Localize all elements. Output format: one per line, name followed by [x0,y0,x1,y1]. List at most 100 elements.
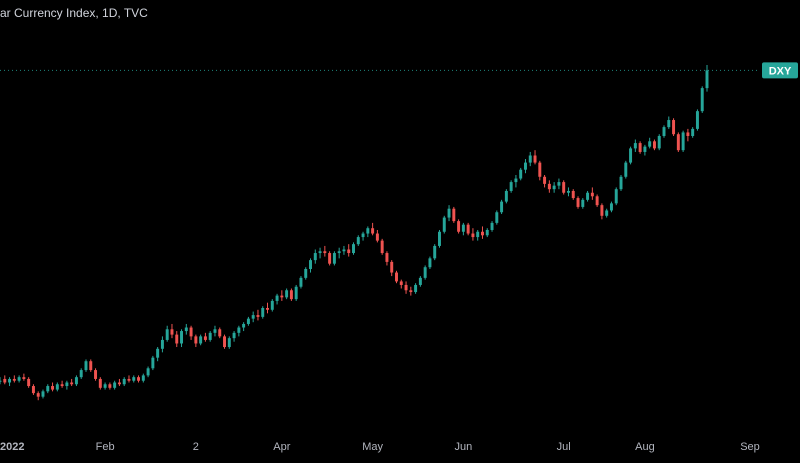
candle-body [132,377,136,381]
candle [309,258,312,273]
candle-body [395,272,398,282]
candle [251,311,255,323]
candle [41,389,45,399]
candle [495,210,499,225]
candle [648,137,652,149]
candle-body [457,221,461,232]
chart-title: ar Currency Index, 1D, TVC [0,6,148,20]
candle-body [409,290,413,293]
candle [318,247,322,259]
candle [581,198,585,209]
candle-body [523,162,527,170]
candle [89,359,93,372]
candle [566,187,570,197]
candle [218,327,222,339]
candle [471,228,475,241]
candle [223,334,227,349]
x-axis: 2022Feb2AprMayJunJulAugSepOct [0,441,760,453]
candle [423,265,427,280]
candle-body [41,391,45,397]
candle-body [137,377,141,381]
candle-body [371,228,375,234]
candle [117,378,121,387]
candle [189,325,193,340]
candle [304,267,308,280]
candle [375,229,379,243]
candle-body [74,377,78,385]
candle [328,251,332,266]
candle-body [471,233,475,238]
candle [371,222,375,236]
candle [509,180,513,193]
candle-body [662,127,666,136]
candle-body [705,70,709,89]
candle-body [237,327,241,333]
candle [361,231,365,241]
candle [180,329,184,348]
candle [638,141,642,154]
candle-body [414,284,418,293]
candle [547,180,551,193]
candle-body [79,370,83,378]
candle [672,118,676,136]
candle [447,205,451,222]
candle-body [199,336,203,344]
candle-body [146,368,150,376]
candle [705,65,709,92]
candle [552,182,556,193]
candle [667,116,671,129]
candle [629,146,633,165]
candle [313,249,317,264]
candle [442,215,446,234]
candle-body [476,231,480,238]
candle-body [519,169,523,179]
candle-body [12,378,16,381]
candle [294,284,298,301]
candle [127,375,131,383]
candle-body [232,332,236,339]
candle-body [385,253,389,262]
candle [404,281,408,294]
candle [98,377,102,390]
candle-body [509,182,513,191]
candle [237,325,241,337]
candle [643,144,647,156]
candle-body [638,143,642,152]
candle-body [289,290,293,300]
candle [12,375,16,383]
candle-body [203,336,207,340]
candle-body [514,178,518,183]
candle [242,322,246,332]
x-tick-label: 2022 [0,441,24,453]
candle-body [94,370,98,379]
candle-body [51,386,55,390]
candle [700,86,704,113]
candle-body [184,327,188,332]
candle [122,377,126,387]
candle [113,380,117,390]
candle [84,359,88,372]
candle-body [98,378,102,388]
candle-body [433,245,437,259]
candle [609,201,613,213]
candle [213,325,217,337]
candle [428,256,432,269]
candle [414,283,418,294]
candle-body [70,382,74,385]
candle [141,373,145,383]
candle-body [691,128,695,136]
candle-body [65,382,69,387]
candle [576,196,580,209]
candle [366,226,370,238]
candle [595,194,599,207]
candle-body [156,348,160,358]
candle-body [562,182,566,193]
candle-body [309,260,312,269]
candle-body [17,377,21,381]
candle [74,375,78,387]
candle [151,355,155,371]
candle-body [461,224,465,232]
